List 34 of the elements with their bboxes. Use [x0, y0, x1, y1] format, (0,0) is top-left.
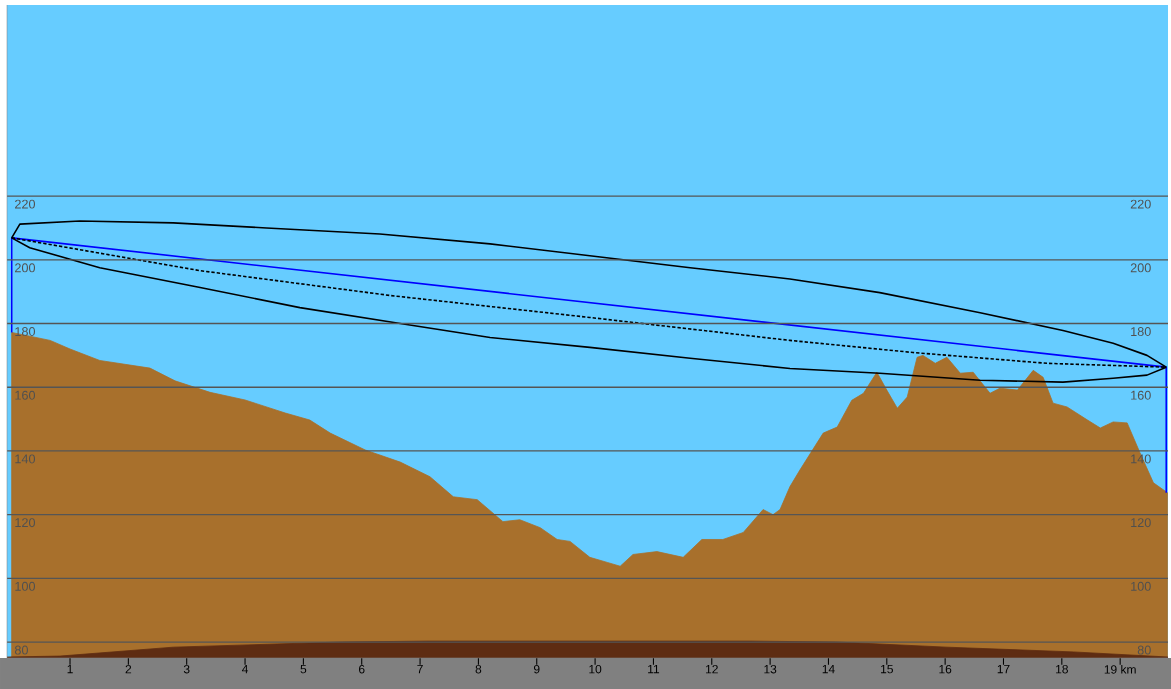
x-tick-label: 11: [648, 664, 660, 674]
y2-tick-label: 160: [1131, 390, 1151, 400]
x-tick-label: 16: [939, 664, 952, 674]
y-tick-label: 160: [15, 390, 36, 400]
x-tick-label: 8: [475, 664, 482, 674]
y-tick-label: 140: [15, 454, 36, 464]
x-tick-label: 14: [822, 664, 835, 674]
x-tick-label: 18: [1056, 664, 1068, 674]
x-tick-label: 2: [125, 664, 132, 674]
x-tick-label: 19 km: [1104, 664, 1136, 674]
x-tick-label: 13: [764, 664, 777, 674]
y2-tick-label: 80: [1137, 645, 1151, 655]
y-tick-label: 80: [14, 645, 28, 655]
y2-tick-label: 180: [1131, 327, 1151, 337]
y-tick-label: 100: [15, 581, 36, 591]
y2-tick-label: 200: [1130, 263, 1151, 273]
x-tick-label: 1: [67, 664, 73, 674]
y2-tick-label: 220: [1130, 199, 1151, 209]
y-tick-label: 220: [15, 199, 36, 209]
y-tick-label: 200: [15, 263, 36, 273]
y2-tick-label: 120: [1131, 518, 1151, 528]
x-tick-label: 15: [881, 664, 893, 674]
x-tick-label: 17: [997, 664, 1010, 674]
x-tick-label: 3: [183, 664, 190, 674]
y-tick-label: 180: [15, 327, 36, 337]
x-tick-label: 5: [300, 664, 307, 674]
x-tick-label: 4: [241, 664, 249, 674]
x-tick-label: 12: [706, 664, 718, 674]
x-tick-label: 7: [417, 664, 423, 674]
y-tick-label: 120: [15, 518, 36, 528]
x-tick-label: 10: [589, 664, 602, 674]
x-tick-label: 6: [359, 664, 365, 674]
y2-tick-label: 100: [1131, 581, 1151, 591]
x-tick-label: 9: [533, 664, 540, 674]
